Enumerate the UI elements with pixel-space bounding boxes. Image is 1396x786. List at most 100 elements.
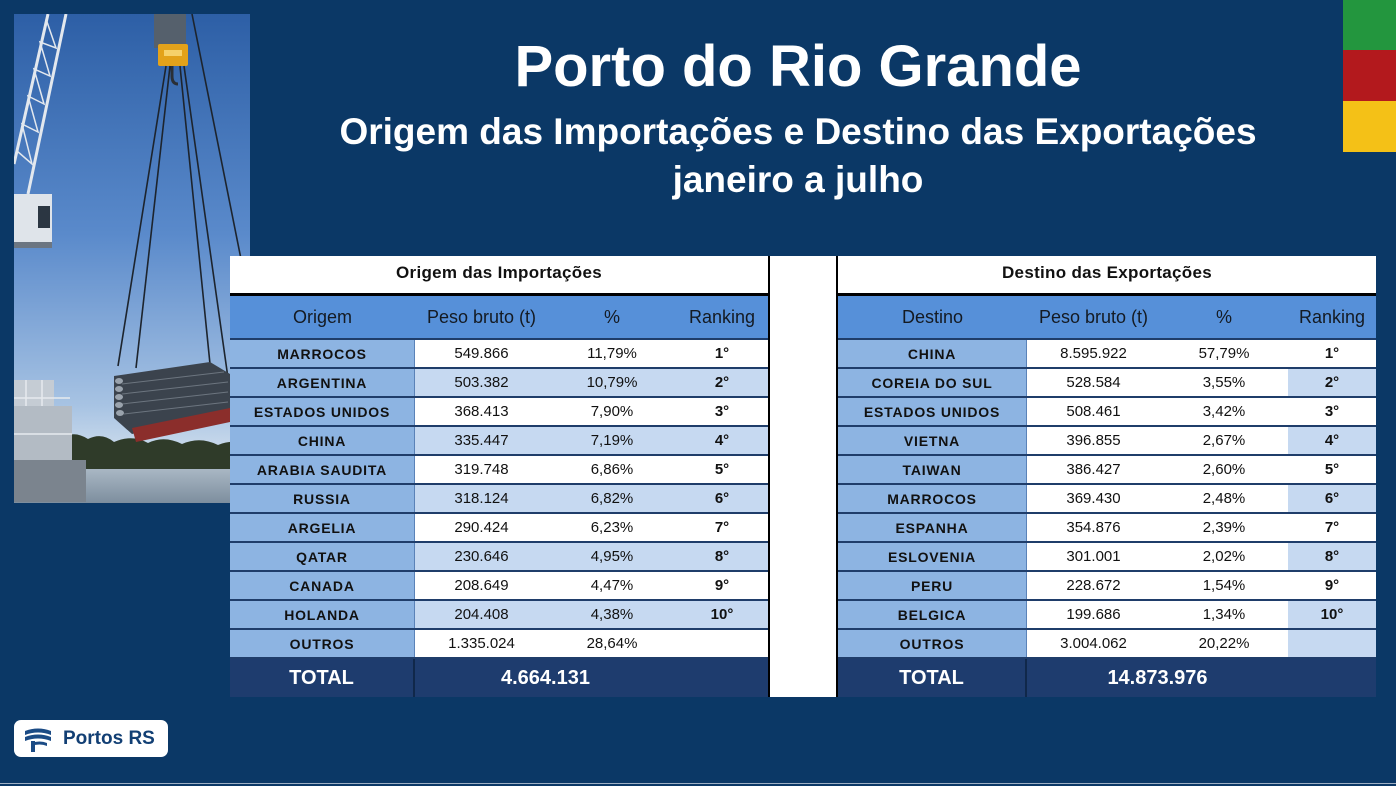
weight-cell: 301.001 <box>1027 543 1160 570</box>
logo-text: Portos RS <box>63 727 155 749</box>
table-row: ARGENTINA 503.382 10,79% 2° <box>230 369 768 398</box>
port-crane-photo-image <box>14 14 250 503</box>
percent-cell: 57,79% <box>1160 340 1288 367</box>
weight-cell: 396.855 <box>1027 427 1160 454</box>
percent-cell: 2,02% <box>1160 543 1288 570</box>
column-header-weight: Peso bruto (t) <box>426 306 537 327</box>
table-body: MARROCOS 549.866 11,79% 1° ARGENTINA 503.382 1… <box>230 340 768 659</box>
weight-cell: 319.748 <box>415 456 548 483</box>
table-row: HOLANDA 204.408 4,38% 10° <box>230 601 768 630</box>
table-header-row: Destino Peso bruto (t) % Ranking <box>838 296 1376 340</box>
table-row: ESTADOS UNIDOS 368.413 7,90% 3° <box>230 398 768 427</box>
country-cell: MARROCOS <box>838 485 1027 512</box>
rank-cell: 3° <box>676 398 768 425</box>
total-value: 14.873.976 <box>1107 666 1208 689</box>
percent-cell: 10,79% <box>548 369 676 396</box>
flag-stripe-yellow <box>1343 101 1396 152</box>
weight-cell: 508.461 <box>1027 398 1160 425</box>
country-cell: OUTROS <box>230 630 415 657</box>
exports-table: Destino das Exportações Destino Peso bru… <box>836 256 1376 697</box>
table-row: VIETNA 396.855 2,67% 4° <box>838 427 1376 456</box>
table-row: OUTROS 3.004.062 20,22% <box>838 630 1376 659</box>
table-row: ARABIA SAUDITA 319.748 6,86% 5° <box>230 456 768 485</box>
country-cell: ESTADOS UNIDOS <box>230 398 415 425</box>
country-cell: TAIWAN <box>838 456 1027 483</box>
footer-rule <box>0 783 1396 784</box>
weight-cell: 204.408 <box>415 601 548 628</box>
table-row: BELGICA 199.686 1,34% 10° <box>838 601 1376 630</box>
percent-cell: 4,47% <box>548 572 676 599</box>
country-cell: ARABIA SAUDITA <box>230 456 415 483</box>
percent-cell: 1,34% <box>1160 601 1288 628</box>
country-cell: HOLANDA <box>230 601 415 628</box>
country-cell: QATAR <box>230 543 415 570</box>
column-header-ranking: Ranking <box>688 306 756 327</box>
port-crane-photo <box>14 14 250 503</box>
rank-cell: 6° <box>676 485 768 512</box>
rank-cell: 5° <box>1288 456 1376 483</box>
country-cell: CHINA <box>838 340 1027 367</box>
rank-cell: 4° <box>1288 427 1376 454</box>
country-cell: VIETNA <box>838 427 1027 454</box>
total-rank-empty <box>676 659 768 697</box>
rank-cell <box>676 630 768 657</box>
total-value: 4.664.131 <box>501 666 590 689</box>
table-row: ESPANHA 354.876 2,39% 7° <box>838 514 1376 543</box>
flag-stripe-green <box>1343 0 1396 51</box>
weight-cell: 318.124 <box>415 485 548 512</box>
table-body: CHINA 8.595.922 57,79% 1° COREIA DO SUL 528.5… <box>838 340 1376 659</box>
portos-rs-logo-icon <box>25 728 51 752</box>
table-row: CHINA 335.447 7,19% 4° <box>230 427 768 456</box>
country-cell: PERU <box>838 572 1027 599</box>
percent-cell: 2,39% <box>1160 514 1288 541</box>
weight-cell: 3.004.062 <box>1027 630 1160 657</box>
table-caption: Origem das Importações <box>230 256 768 296</box>
table-row: COREIA DO SUL 528.584 3,55% 2° <box>838 369 1376 398</box>
rank-cell: 8° <box>676 543 768 570</box>
percent-cell: 20,22% <box>1160 630 1288 657</box>
percent-cell: 6,86% <box>548 456 676 483</box>
rank-cell: 5° <box>676 456 768 483</box>
percent-cell: 2,60% <box>1160 456 1288 483</box>
table-row: RUSSIA 318.124 6,82% 6° <box>230 485 768 514</box>
slide-period: janeiro a julho <box>672 159 924 200</box>
percent-cell: 3,55% <box>1160 369 1288 396</box>
rank-cell: 4° <box>676 427 768 454</box>
rank-cell: 10° <box>1288 601 1376 628</box>
weight-cell: 503.382 <box>415 369 548 396</box>
country-cell: COREIA DO SUL <box>838 369 1027 396</box>
imports-table: Origem das Importações Origem Peso bruto… <box>230 256 770 697</box>
country-cell: RUSSIA <box>230 485 415 512</box>
rank-cell <box>1288 630 1376 657</box>
slide-subtitle: Origem das Importações e Destino das Exp… <box>339 111 1257 152</box>
percent-cell: 7,90% <box>548 398 676 425</box>
country-cell: CANADA <box>230 572 415 599</box>
rank-cell: 6° <box>1288 485 1376 512</box>
weight-cell: 335.447 <box>415 427 548 454</box>
weight-cell: 228.672 <box>1027 572 1160 599</box>
country-cell: MARROCOS <box>230 340 415 367</box>
percent-cell: 4,38% <box>548 601 676 628</box>
rank-cell: 1° <box>676 340 768 367</box>
country-cell: ESLOVENIA <box>838 543 1027 570</box>
country-cell: ARGENTINA <box>230 369 415 396</box>
table-caption: Destino das Exportações <box>838 256 1376 296</box>
total-row: TOTAL 4.664.131 <box>230 659 768 697</box>
rank-cell: 9° <box>1288 572 1376 599</box>
table-row: CANADA 208.649 4,47% 9° <box>230 572 768 601</box>
table-row: CHINA 8.595.922 57,79% 1° <box>838 340 1376 369</box>
percent-cell: 1,54% <box>1160 572 1288 599</box>
percent-cell: 2,67% <box>1160 427 1288 454</box>
portos-rs-logo: Portos RS <box>14 720 168 757</box>
table-row: MARROCOS 549.866 11,79% 1° <box>230 340 768 369</box>
country-cell: ARGELIA <box>230 514 415 541</box>
table-row: OUTROS 1.335.024 28,64% <box>230 630 768 659</box>
table-row: ESTADOS UNIDOS 508.461 3,42% 3° <box>838 398 1376 427</box>
weight-cell: 368.413 <box>415 398 548 425</box>
column-header-percent: % <box>1215 306 1232 327</box>
percent-cell: 6,82% <box>548 485 676 512</box>
total-rank-empty <box>1288 659 1376 697</box>
percent-cell: 2,48% <box>1160 485 1288 512</box>
table-header-row: Origem Peso bruto (t) % Ranking <box>230 296 768 340</box>
percent-cell: 7,19% <box>548 427 676 454</box>
